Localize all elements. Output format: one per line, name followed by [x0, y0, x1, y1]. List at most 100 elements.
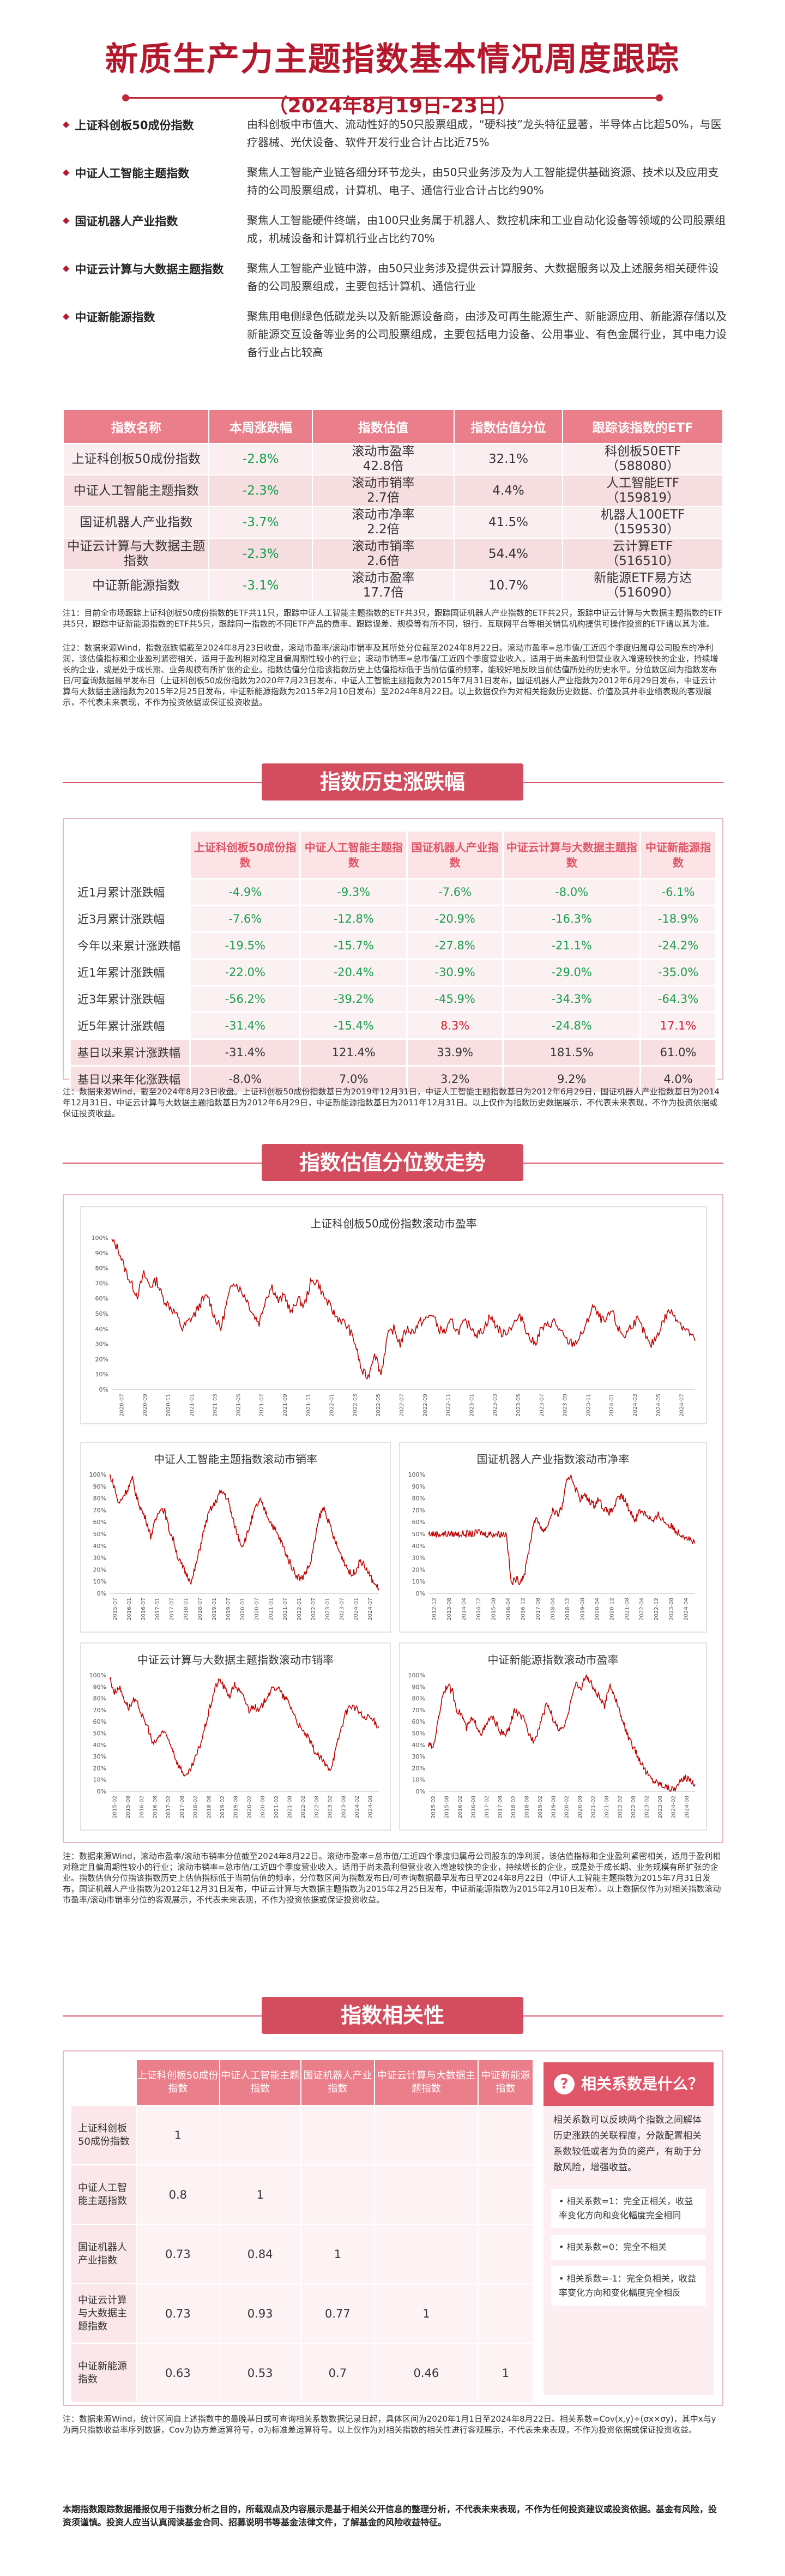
y-tick-label: 60%	[95, 1295, 108, 1302]
x-tick-label: 2022-04	[639, 1598, 645, 1621]
valuation-percentile-cell: 32.1%	[453, 443, 564, 476]
x-tick-label: 2021-07	[282, 1598, 288, 1621]
bullet-icon: ◆	[63, 215, 70, 225]
corr-explainer-text: 相关系数可以反映两个指数之间解体历史涨跌的关联程度，分散配置相关系数较低或者为负…	[553, 2115, 702, 2173]
chart-svg: 0% 10% 20% 30% 40% 50% 60% 70% 80% 90% 100% 2015-02…	[89, 1672, 379, 1819]
valuation-percentile-cell: 10.7%	[453, 569, 564, 602]
column-header: 中证云计算与大数据主题指数	[502, 830, 642, 880]
valuation-value: 2.6倍	[367, 554, 400, 568]
row-label: 基日以来年化涨跌幅	[69, 1065, 191, 1093]
weekly-change-cell: -3.1%	[208, 569, 313, 602]
x-tick-label: 2022-05	[376, 1394, 382, 1417]
row-label: 中证人工智能主题指数	[70, 2164, 137, 2225]
x-tick-label: 2022-11	[446, 1394, 452, 1417]
x-tick-label: 2023-11	[585, 1394, 591, 1417]
table-row: 基日以来累计涨跌幅 -31.4% 121.4% 33.9% 181.5% 61.0%	[69, 1038, 717, 1067]
index-intro-item: ◆ 中证人工智能主题指数 聚焦人工智能产业链各细分环节龙头，由50只业务涉及为人工智…	[63, 164, 728, 200]
x-tick-label: 2022-03	[352, 1394, 358, 1417]
x-tick-label: 2013-08	[446, 1598, 452, 1621]
y-tick-label: 80%	[412, 1495, 425, 1502]
y-tick-label: 0%	[99, 1386, 108, 1393]
perf-cell: -34.3%	[502, 985, 642, 1013]
section-title: 指数估值分位数走势	[262, 1144, 523, 1181]
x-tick-label: 2018-02	[193, 1796, 199, 1819]
corr-cell	[477, 2224, 534, 2284]
x-tick-label: 2023-08	[341, 1796, 347, 1819]
chart-title: 中证人工智能主题指数滚动市销率	[154, 1453, 317, 1466]
x-tick-label: 2019-01	[212, 1598, 218, 1621]
table-row: 近1月累计涨跌幅 -4.9% -9.3% -7.6% -8.0% -6.1%	[69, 878, 717, 906]
series-line	[428, 1473, 696, 1586]
row-label: 中证云计算与大数据主题指数	[70, 2283, 137, 2344]
index-name-cell: 中证云计算与大数据主题指数	[62, 538, 210, 570]
perf-cell: -7.6%	[406, 878, 504, 906]
y-tick-label: 10%	[412, 1777, 425, 1784]
corr-cell	[477, 2283, 534, 2344]
perf-cell: -20.4%	[299, 958, 408, 986]
question-icon: ?	[553, 2074, 575, 2094]
y-tick-label: 30%	[95, 1341, 108, 1348]
etf-cell: 人工智能ETF （159819）	[562, 474, 723, 507]
y-tick-label: 40%	[412, 1543, 425, 1550]
perf-cell: -64.3%	[639, 985, 717, 1013]
note-valuation: 注2：数据来源Wind，指数涨跌幅截至2024年8月23日收盘，滚动市盈率/滚动…	[63, 643, 718, 707]
corr-cell: 0.73	[136, 2224, 220, 2284]
perf-table-header: 上证科创板50成份指数 中证人工智能主题指数 国证机器人产业指数 中证云计算与大…	[69, 830, 717, 880]
x-tick-label: 2024-02	[671, 1796, 677, 1819]
valuation-table-header: 指数名称 本周涨跌幅 指数估值 指数估值分位 跟踪该指数的ETF	[62, 409, 723, 444]
row-label: 近5年累计涨跌幅	[69, 1012, 191, 1040]
perf-cell: 4.0%	[639, 1065, 717, 1093]
etf-name: 科创板50ETF	[605, 444, 681, 459]
y-tick-label: 70%	[93, 1507, 106, 1514]
valuation-table: 指数名称 本周涨跌幅 指数估值 指数估值分位 跟踪该指数的ETF 上证科创板50…	[62, 409, 723, 602]
y-tick-label: 60%	[93, 1519, 106, 1526]
x-tick-label: 2022-08	[631, 1796, 637, 1819]
perf-cell: -30.9%	[406, 958, 504, 986]
corr-cell: 0.7	[300, 2343, 376, 2403]
x-tick-label: 2021-02	[274, 1796, 280, 1819]
column-header: 指数估值	[312, 409, 455, 444]
y-tick-label: 50%	[93, 1531, 106, 1538]
x-tick-label: 2015-02	[112, 1796, 118, 1819]
perf-cell: -7.6%	[189, 905, 301, 933]
column-header: 指数估值分位	[453, 409, 564, 444]
corr-explainer-title: 相关系数是什么？	[581, 2075, 703, 2093]
y-tick-label: 30%	[93, 1753, 106, 1760]
index-name-text: 中证人工智能主题指数	[75, 167, 190, 180]
y-tick-label: 70%	[412, 1507, 425, 1514]
y-tick-label: 30%	[93, 1555, 106, 1562]
etf-code: （588080）	[606, 459, 680, 473]
column-header: 中证云计算与大数据主题指数	[374, 2059, 479, 2106]
x-tick-label: 2023-02	[644, 1796, 650, 1819]
column-header: 上证科创板50成份指数	[136, 2059, 220, 2106]
y-tick-label: 40%	[412, 1742, 425, 1749]
y-tick-label: 20%	[93, 1566, 106, 1573]
perf-cell: -24.8%	[502, 1012, 642, 1040]
x-tick-label: 2021-03	[213, 1394, 219, 1417]
perf-cell: 33.9%	[406, 1038, 504, 1067]
y-tick-label: 100%	[408, 1471, 425, 1478]
x-tick-label: 2015-02	[431, 1796, 437, 1819]
x-tick-label: 2023-07	[539, 1394, 545, 1417]
x-tick-label: 2021-08	[604, 1796, 610, 1819]
perf-cell: -16.3%	[502, 905, 642, 933]
y-tick-label: 80%	[412, 1695, 425, 1702]
weekly-change-cell: -2.8%	[208, 443, 313, 476]
valuation-percentile-cell: 41.5%	[453, 506, 564, 539]
table-row: 中证人工智能主题指数 -2.3% 滚动市销率 2.7倍 4.4% 人工智能ETF （1598…	[62, 474, 723, 507]
perf-cell: -31.4%	[189, 1012, 301, 1040]
row-label: 上证科创板50成份指数	[70, 2105, 137, 2165]
corr-cell: 0.8	[136, 2164, 220, 2225]
corr-point: • 相关系数=0：完全不相关	[551, 2235, 706, 2260]
valuation-charts-frame: 上证科创板50成份指数滚动市盈率 0% 10% 20% 30% 40% 50% 60% 70% 8…	[63, 1194, 723, 1843]
x-tick-label: 2018-04	[550, 1598, 556, 1621]
section-header-valuation: 指数估值分位数走势	[0, 1144, 785, 1182]
index-name: ◆ 中证人工智能主题指数	[63, 164, 247, 200]
corr-cell: 0.77	[300, 2283, 376, 2344]
x-tick-label: 2023-01	[325, 1598, 331, 1621]
index-name-cell: 国证机器人产业指数	[62, 506, 210, 539]
chart-ai: 中证人工智能主题指数滚动市销率 0% 10% 20% 30% 40% 50% 60% 70% 80…	[80, 1442, 391, 1633]
index-name: ◆ 中证云计算与大数据主题指数	[63, 260, 247, 296]
y-tick-label: 60%	[93, 1718, 106, 1725]
corr-cell: 0.73	[136, 2283, 220, 2344]
